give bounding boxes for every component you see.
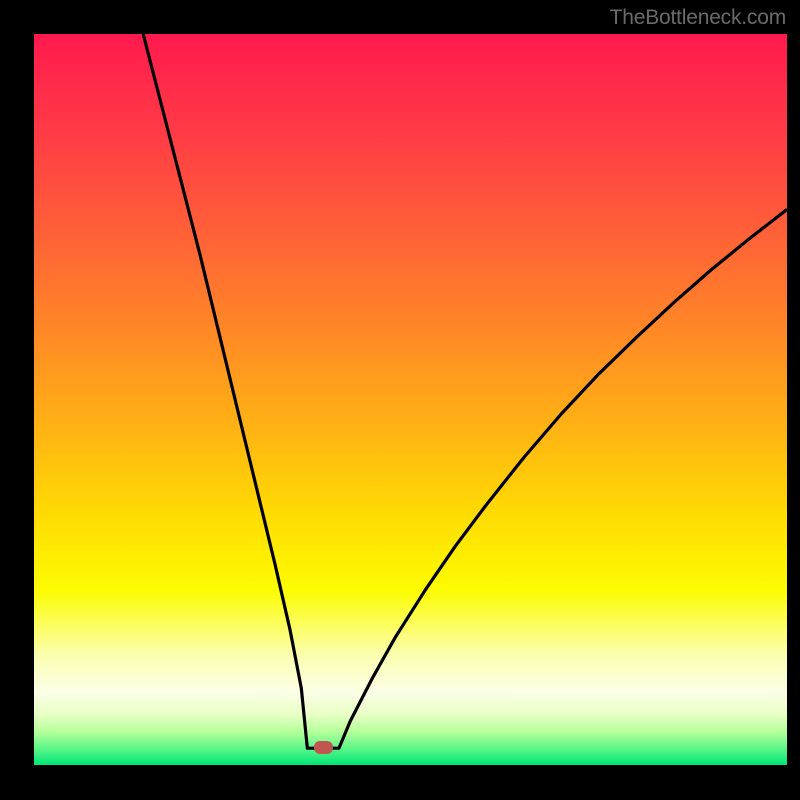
watermark-text: TheBottleneck.com xyxy=(610,6,786,30)
curve-path xyxy=(143,34,787,748)
bottleneck-curve xyxy=(34,34,787,765)
minimum-marker xyxy=(314,741,333,754)
plot-area xyxy=(34,34,787,765)
